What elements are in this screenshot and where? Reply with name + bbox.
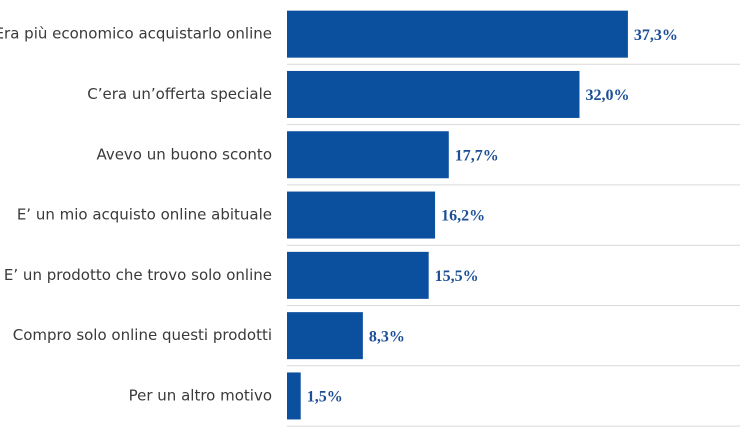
bar — [287, 131, 449, 179]
value-label: 16,2% — [441, 208, 485, 225]
value-label: 1,5% — [307, 389, 343, 406]
value-label: 37,3% — [634, 27, 678, 44]
value-label: 32,0% — [585, 87, 629, 104]
category-label: Per un altro motivo — [129, 386, 272, 404]
value-label: 8,3% — [369, 328, 405, 345]
bar — [287, 312, 363, 360]
category-label: E’ un mio acquisto online abituale — [17, 206, 272, 224]
bar — [287, 70, 580, 118]
value-label: 15,5% — [435, 268, 479, 285]
bar — [287, 10, 628, 58]
bar — [287, 251, 429, 299]
bar — [287, 191, 436, 239]
category-label: Compro solo online questi prodotti — [13, 326, 272, 344]
category-label: Avevo un buono sconto — [96, 145, 272, 163]
bar — [287, 372, 301, 420]
value-label: 17,7% — [455, 147, 499, 164]
category-label: C’era un’offerta speciale — [87, 85, 272, 103]
category-label: Era più economico acquistarlo online — [0, 25, 272, 43]
category-label: E’ un prodotto che trovo solo online — [4, 266, 272, 284]
